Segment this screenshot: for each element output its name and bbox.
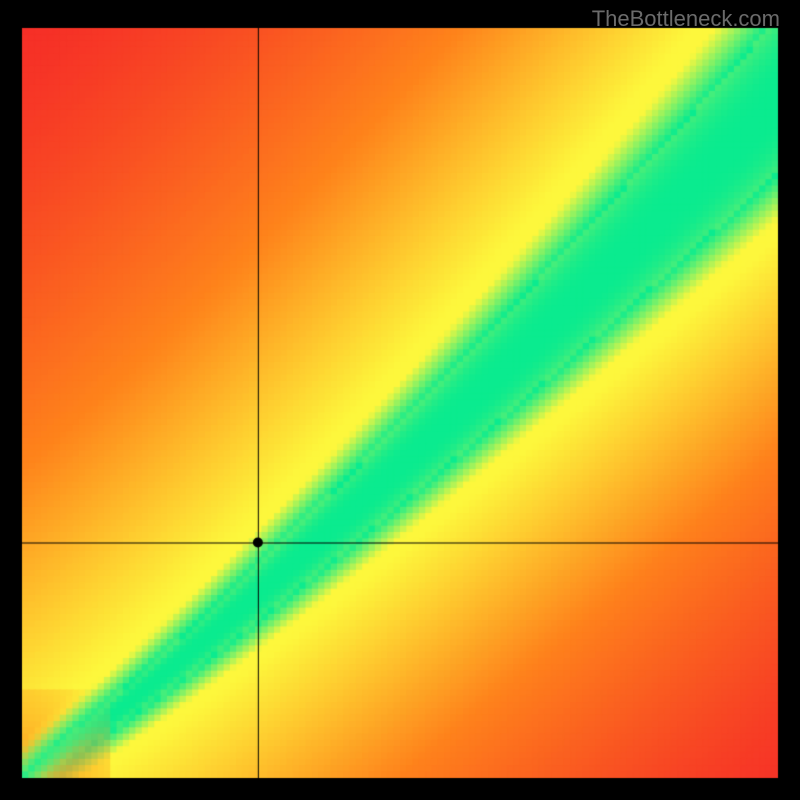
watermark-text: TheBottleneck.com [592, 6, 780, 32]
bottleneck-chart: TheBottleneck.com [0, 0, 800, 800]
heatmap-canvas [0, 0, 800, 800]
